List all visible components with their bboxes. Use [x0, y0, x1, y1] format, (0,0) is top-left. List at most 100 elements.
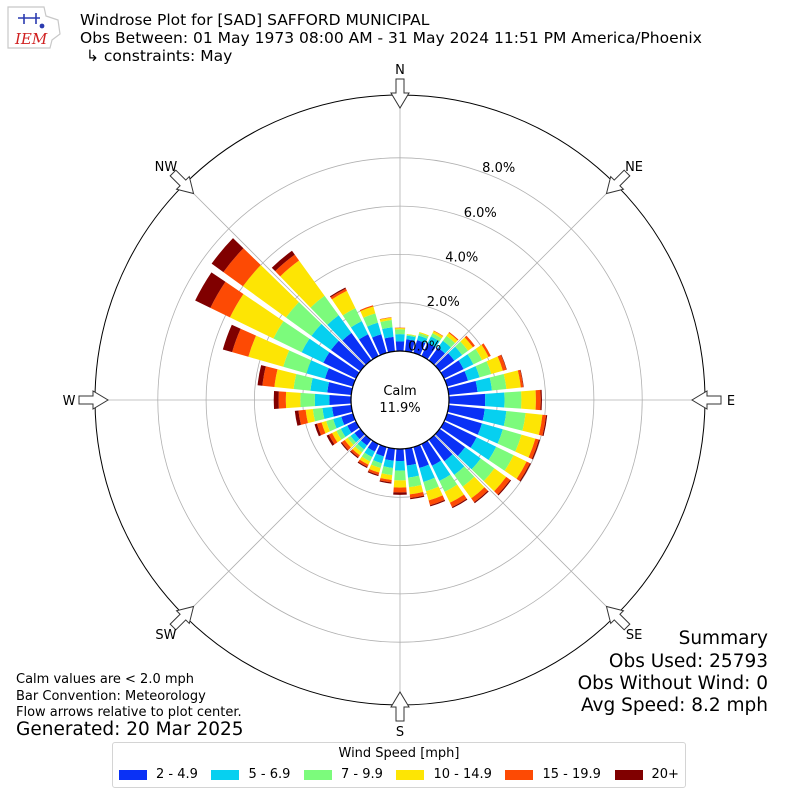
legend-items: 2 - 4.9 5 - 6.9 7 - 9.9 10 - 14.9 15 - 19.9 2…: [119, 767, 679, 782]
direction-label: SW: [155, 628, 176, 643]
bar-segment: [305, 409, 315, 424]
bar-segment: [475, 377, 492, 392]
bar-segment: [421, 440, 442, 466]
bar-segment: [273, 390, 279, 410]
bar-convention: Bar Convention: Meteorology: [16, 689, 206, 704]
bar-segment: [429, 499, 446, 507]
bar-segment: [455, 341, 469, 355]
bar-segment: [488, 446, 514, 471]
iem-logo: IEM: [7, 6, 61, 49]
bar-segment: [406, 333, 417, 337]
legend-label: 20+: [651, 767, 679, 782]
bar-segment: [379, 477, 392, 483]
bar-segment: [384, 336, 395, 353]
bar-segment: [442, 335, 456, 348]
bar-segment: [464, 366, 480, 381]
bar-segment: [312, 408, 325, 422]
bar-segment: [381, 466, 393, 476]
grid-ring: [253, 253, 547, 547]
bar-segment: [344, 437, 354, 448]
bar-segment: [471, 458, 495, 482]
bar-segment: [379, 317, 392, 320]
bar-segment: [373, 453, 384, 464]
direction-label: E: [727, 394, 735, 409]
bar-segment: [340, 442, 349, 451]
bar-segment: [503, 370, 521, 390]
flow-arrow-icon: [390, 691, 410, 722]
bar-segment: [306, 360, 329, 379]
bar-segment: [321, 421, 330, 434]
bar-segment: [406, 463, 419, 478]
bar-segment: [357, 461, 368, 468]
bar-segment: [330, 340, 365, 372]
bar-segment: [483, 468, 507, 492]
bar-segment: [427, 336, 440, 348]
flow-arrows-note: Flow arrows relative to plot center.: [16, 705, 242, 720]
bar-segment: [314, 423, 322, 437]
bar-segment: [428, 435, 453, 462]
legend-label: 7 - 9.9: [340, 767, 383, 782]
bar-segment: [395, 341, 405, 352]
summary-title: Summary: [678, 628, 768, 649]
direction-label: N: [395, 63, 405, 78]
bar-segment: [379, 480, 392, 484]
bar-segment: [326, 434, 335, 446]
radial-tick-label: 8.0%: [482, 161, 515, 176]
bar-segment: [521, 390, 536, 410]
bar-segment: [428, 495, 445, 506]
direction-label: W: [63, 394, 76, 409]
bar-segment: [449, 494, 467, 508]
bar-segment: [394, 470, 406, 481]
legend-item: 2 - 4.9: [119, 767, 198, 782]
bar-segment: [421, 342, 436, 360]
bar-segment: [350, 432, 360, 443]
bar-segment: [522, 412, 543, 435]
bar-segment: [444, 413, 482, 435]
bar-segment: [328, 433, 338, 445]
bar-segment: [435, 428, 466, 456]
bar-segment: [301, 338, 330, 363]
bar-segment: [475, 344, 489, 361]
direction-label: SE: [626, 628, 642, 643]
bar-segment: [497, 354, 507, 371]
direction-label: NE: [625, 160, 643, 175]
bar-segment: [448, 331, 459, 341]
radial-tick-label: 2.0%: [427, 295, 460, 310]
bar-segment: [408, 475, 422, 488]
bar-segment: [359, 305, 374, 312]
bar-segment: [503, 410, 526, 431]
bar-segment: [336, 428, 346, 440]
bar-segment: [195, 272, 226, 308]
bar-segment: [440, 360, 464, 379]
generated-date: Generated: 20 Mar 2025: [16, 719, 244, 740]
bar-segment: [340, 425, 352, 437]
legend-label: 2 - 4.9: [156, 767, 198, 782]
bar-segment: [457, 447, 481, 470]
bar-segment: [419, 331, 429, 337]
flow-arrow-icon: [390, 78, 410, 109]
flow-arrows: [78, 78, 722, 722]
bar-segment: [475, 361, 492, 378]
bar-segment: [467, 348, 483, 365]
bar-segment: [367, 471, 379, 477]
grid-spoke: [184, 434, 366, 616]
flow-arrow-icon: [605, 169, 631, 195]
bar-segment: [369, 464, 381, 473]
bar-segment: [405, 447, 417, 466]
bar-segment: [460, 337, 473, 351]
bar-segment: [435, 353, 455, 372]
bar-segment: [331, 290, 356, 316]
bar-segment: [350, 449, 360, 458]
legend-swatch: [119, 769, 147, 780]
bar-segment: [515, 434, 536, 458]
bar-segment: [500, 354, 507, 370]
bar-segment: [293, 373, 313, 391]
bar-segment: [211, 238, 244, 273]
obs-without-wind: Obs Without Wind: 0: [577, 673, 768, 694]
avg-speed: Avg Speed: 8.2 mph: [580, 695, 768, 716]
legend-title: Wind Speed [mph]: [338, 746, 460, 761]
bar-segment: [409, 485, 424, 495]
bar-segment: [395, 334, 405, 342]
bar-segment: [440, 421, 477, 448]
